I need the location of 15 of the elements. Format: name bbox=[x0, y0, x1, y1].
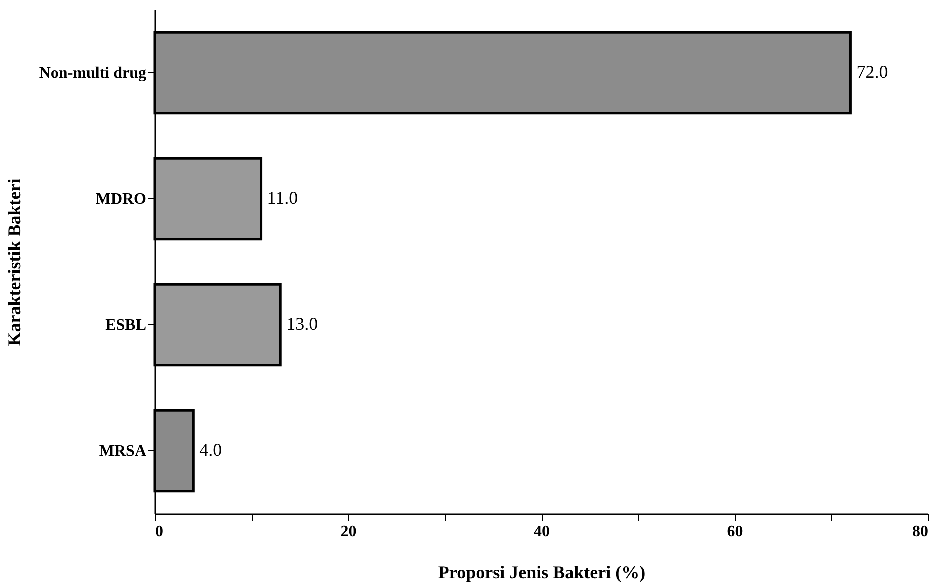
data-label: 72.0 bbox=[856, 62, 888, 82]
x-tick-label: 20 bbox=[340, 524, 357, 540]
y-tick-label: MDRO bbox=[96, 191, 146, 208]
y-tick-label: MRSA bbox=[99, 443, 147, 460]
x-tick-label: 0 bbox=[156, 524, 164, 540]
x-tick-label: 40 bbox=[534, 524, 550, 540]
y-tick-label: Non-multi drug bbox=[39, 65, 146, 82]
x-tick-label: 60 bbox=[727, 524, 744, 540]
data-label: 4.0 bbox=[200, 440, 222, 460]
y-axis-title: Karakteristik Bakteri bbox=[4, 178, 24, 346]
x-tick-label: 80 bbox=[912, 524, 928, 540]
data-label: 13.0 bbox=[286, 314, 318, 334]
x-axis-title: Proporsi Jenis Bakteri (%) bbox=[438, 562, 646, 582]
y-tick-label: ESBL bbox=[106, 317, 146, 334]
data-label: 11.0 bbox=[267, 188, 298, 208]
